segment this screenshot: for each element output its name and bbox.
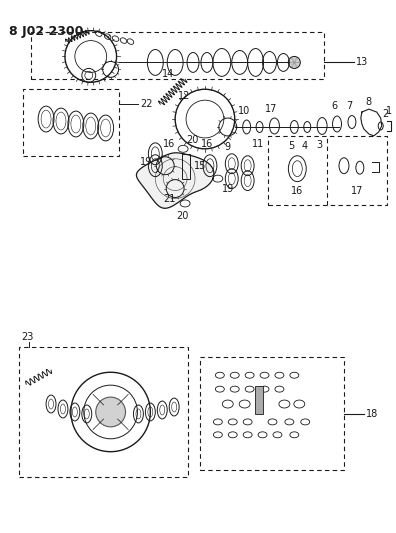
Text: 1: 1: [386, 106, 392, 116]
Polygon shape: [292, 58, 297, 62]
Text: 21: 21: [163, 193, 175, 204]
Text: 20: 20: [176, 212, 188, 221]
Text: 7: 7: [346, 101, 352, 111]
Text: 8 J02 2300: 8 J02 2300: [10, 25, 84, 38]
Polygon shape: [289, 62, 294, 67]
Text: 3: 3: [316, 140, 322, 150]
Text: 16: 16: [163, 139, 175, 149]
Text: 10: 10: [238, 106, 250, 116]
Text: 18: 18: [366, 409, 378, 419]
Bar: [31, 31, 324, 79]
Circle shape: [96, 397, 126, 427]
Polygon shape: [292, 62, 297, 67]
Bar: [19, 348, 188, 477]
Text: 17: 17: [351, 185, 363, 196]
Text: 4: 4: [301, 141, 307, 151]
Bar: [23, 89, 118, 156]
Bar: [255, 386, 263, 414]
Text: 20: 20: [186, 135, 198, 145]
Polygon shape: [289, 58, 294, 62]
Text: 12: 12: [178, 91, 190, 101]
Text: 15: 15: [194, 161, 206, 171]
Polygon shape: [294, 62, 299, 67]
Text: 19: 19: [140, 157, 152, 167]
Text: 6: 6: [331, 101, 337, 111]
Text: 19: 19: [222, 183, 234, 193]
Text: 16: 16: [291, 185, 303, 196]
Text: 13: 13: [356, 58, 368, 68]
Text: 17: 17: [265, 104, 278, 114]
Text: 5: 5: [288, 141, 295, 151]
Bar: [200, 357, 344, 470]
Text: 11: 11: [251, 139, 264, 149]
Text: 9: 9: [225, 142, 231, 152]
Text: 8: 8: [366, 97, 372, 107]
Polygon shape: [137, 153, 214, 208]
Polygon shape: [294, 58, 299, 62]
Text: 14: 14: [162, 69, 174, 79]
Text: 22: 22: [141, 99, 153, 109]
Text: 16: 16: [201, 139, 213, 149]
Bar: [182, 154, 190, 179]
Text: 2: 2: [383, 109, 389, 119]
Text: 23: 23: [21, 333, 34, 343]
Bar: [268, 136, 386, 205]
